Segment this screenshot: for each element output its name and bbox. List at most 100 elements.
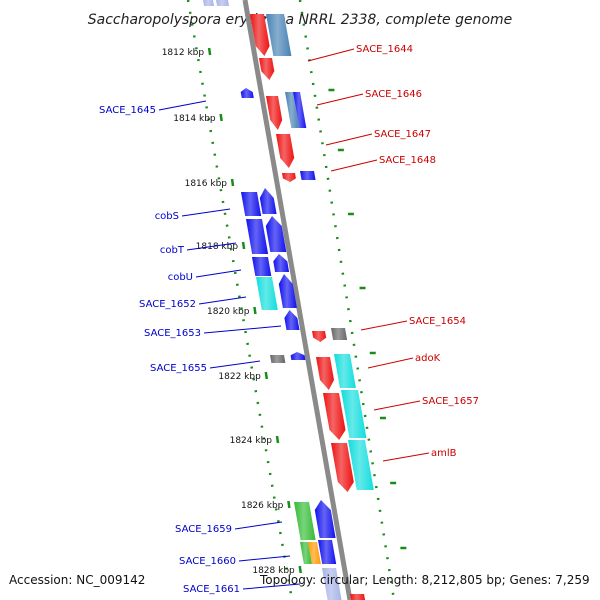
tick-label: 1818 kbp: [196, 242, 239, 252]
gene-arrow-sace-1652: [256, 277, 278, 310]
gene-label-right[interactable]: SACE_1648: [379, 155, 436, 166]
gene-label-right[interactable]: adoK: [415, 353, 441, 364]
gene-label-right[interactable]: amlB: [431, 448, 457, 459]
gene-label-left[interactable]: SACE_1653: [144, 328, 201, 339]
tick-label: 1814 kbp: [173, 114, 216, 124]
gene-label-left[interactable]: SACE_1659: [175, 524, 232, 535]
gene-arrow-sace-1645: [240, 88, 254, 98]
gene-arrow: [259, 188, 277, 214]
gene-arrow-sace-1660: [300, 542, 312, 564]
gene-arrow: [334, 354, 356, 388]
tick-mark: [207, 47, 212, 56]
gene-arrow-sace-1655: [270, 355, 286, 363]
gene-arrow-sace-1654: [312, 331, 327, 342]
gene-arrow: [216, 0, 230, 6]
gene-arrow-sace-1644: [250, 14, 270, 56]
tick-label: 1812 kbp: [162, 48, 205, 58]
tick-label: 1816 kbp: [185, 179, 228, 189]
tick-marks: 1812 kbp 1814 kbp 1816 kbp 1818 kbp 1820 kbp…: [162, 47, 407, 576]
gene-arrow-adok: [316, 357, 334, 390]
tick-mark: [275, 435, 280, 444]
gene-label-right[interactable]: SACE_1647: [374, 129, 431, 140]
leader-line: [316, 93, 364, 106]
gene-arrow: [308, 542, 321, 564]
gene-labels: SACE_1645 cobS cobT cobU SACE_1652 SACE_1653 S…: [99, 44, 479, 595]
gene-arrow-sace-1657: [323, 393, 346, 440]
gene-arrow-sace-1661: [322, 568, 342, 600]
gene-label-right[interactable]: SACE_1644: [356, 44, 413, 55]
gene-label-left[interactable]: SACE_1652: [139, 299, 196, 310]
gene-arrow-sace-1648: [282, 173, 296, 182]
tick-label: 1828 kbp: [252, 566, 295, 576]
gene-arrow: [265, 216, 287, 252]
leader-line: [373, 400, 421, 411]
gene-arrow: [331, 328, 348, 340]
tick-mark: [241, 241, 246, 250]
tick-label: 1820 kbp: [207, 307, 250, 317]
gene-arrow-sace-1646: [266, 96, 283, 130]
leader-line: [234, 521, 283, 530]
gene-arrow: [290, 352, 306, 360]
gene-label-right[interactable]: SACE_1654: [409, 316, 466, 327]
gene-features: [203, 0, 374, 600]
tick-mark: [219, 113, 223, 122]
tick-label: 1822 kbp: [218, 372, 261, 382]
gene-arrow: [318, 540, 337, 564]
tick-mark: [264, 371, 269, 380]
leader-line: [181, 208, 231, 217]
leader-line: [360, 320, 408, 331]
gene-arrow-amlb: [331, 443, 354, 492]
gene-arrow: [203, 0, 215, 6]
gene-label-left[interactable]: SACE_1645: [99, 105, 156, 116]
accession-text: Accession: NC_009142: [9, 573, 146, 587]
gene-label-left[interactable]: cobT: [160, 245, 185, 256]
gene-arrow: [259, 58, 275, 80]
tick-label: 1826 kbp: [241, 501, 284, 511]
gene-label-left[interactable]: SACE_1660: [179, 556, 236, 567]
gene-arrow-sace-1659: [294, 502, 316, 540]
gene-arrow: [293, 92, 307, 128]
leader-line: [325, 133, 373, 146]
leader-line: [186, 242, 237, 251]
leader-line: [367, 357, 414, 369]
gene-arrow: [266, 14, 292, 56]
leader-line: [382, 452, 430, 462]
leader-line: [307, 48, 355, 62]
gene-label-left[interactable]: cobS: [155, 211, 179, 222]
leader-line: [242, 583, 301, 590]
leader-line: [195, 269, 242, 278]
genome-backbone: [242, 0, 353, 600]
genome-title: Saccharopolyspora erythraea NRRL 2338, c…: [88, 12, 513, 28]
tick-label: 1824 kbp: [230, 436, 273, 446]
tick-mark: [298, 565, 302, 574]
gene-arrow-sace-1653: [284, 310, 300, 330]
gene-arrow: [285, 92, 300, 128]
gene-label-right[interactable]: SACE_1657: [422, 396, 479, 407]
gene-arrow-sace-1647: [276, 134, 295, 168]
gene-arrow: [348, 440, 374, 490]
gene-label-left[interactable]: SACE_1655: [150, 363, 207, 374]
tick-mark: [230, 178, 235, 187]
tick-mark: [253, 306, 257, 315]
leader-line: [158, 100, 207, 111]
gene-label-left[interactable]: SACE_1661: [183, 584, 240, 595]
tick-mark: [287, 500, 291, 509]
gene-label-right[interactable]: SACE_1646: [365, 89, 422, 100]
gene-arrow-cobu: [252, 257, 272, 276]
gene-arrow: [278, 274, 297, 308]
topology-text: Topology: circular; Length: 8,212,805 bp…: [260, 573, 590, 587]
leader-line: [198, 296, 247, 305]
gene-arrow: [350, 594, 366, 600]
gene-arrow-cobs: [241, 192, 262, 216]
gene-arrow: [341, 390, 367, 438]
gene-arrow-cobt: [246, 219, 269, 254]
gene-arrow: [314, 500, 336, 538]
gene-arrow: [273, 254, 290, 272]
leader-line: [203, 325, 282, 334]
gene-label-left[interactable]: cobU: [168, 272, 193, 283]
leader-line: [238, 555, 291, 562]
leader-line: [209, 360, 261, 369]
gene-arrow: [300, 171, 316, 180]
leader-line: [330, 159, 378, 172]
